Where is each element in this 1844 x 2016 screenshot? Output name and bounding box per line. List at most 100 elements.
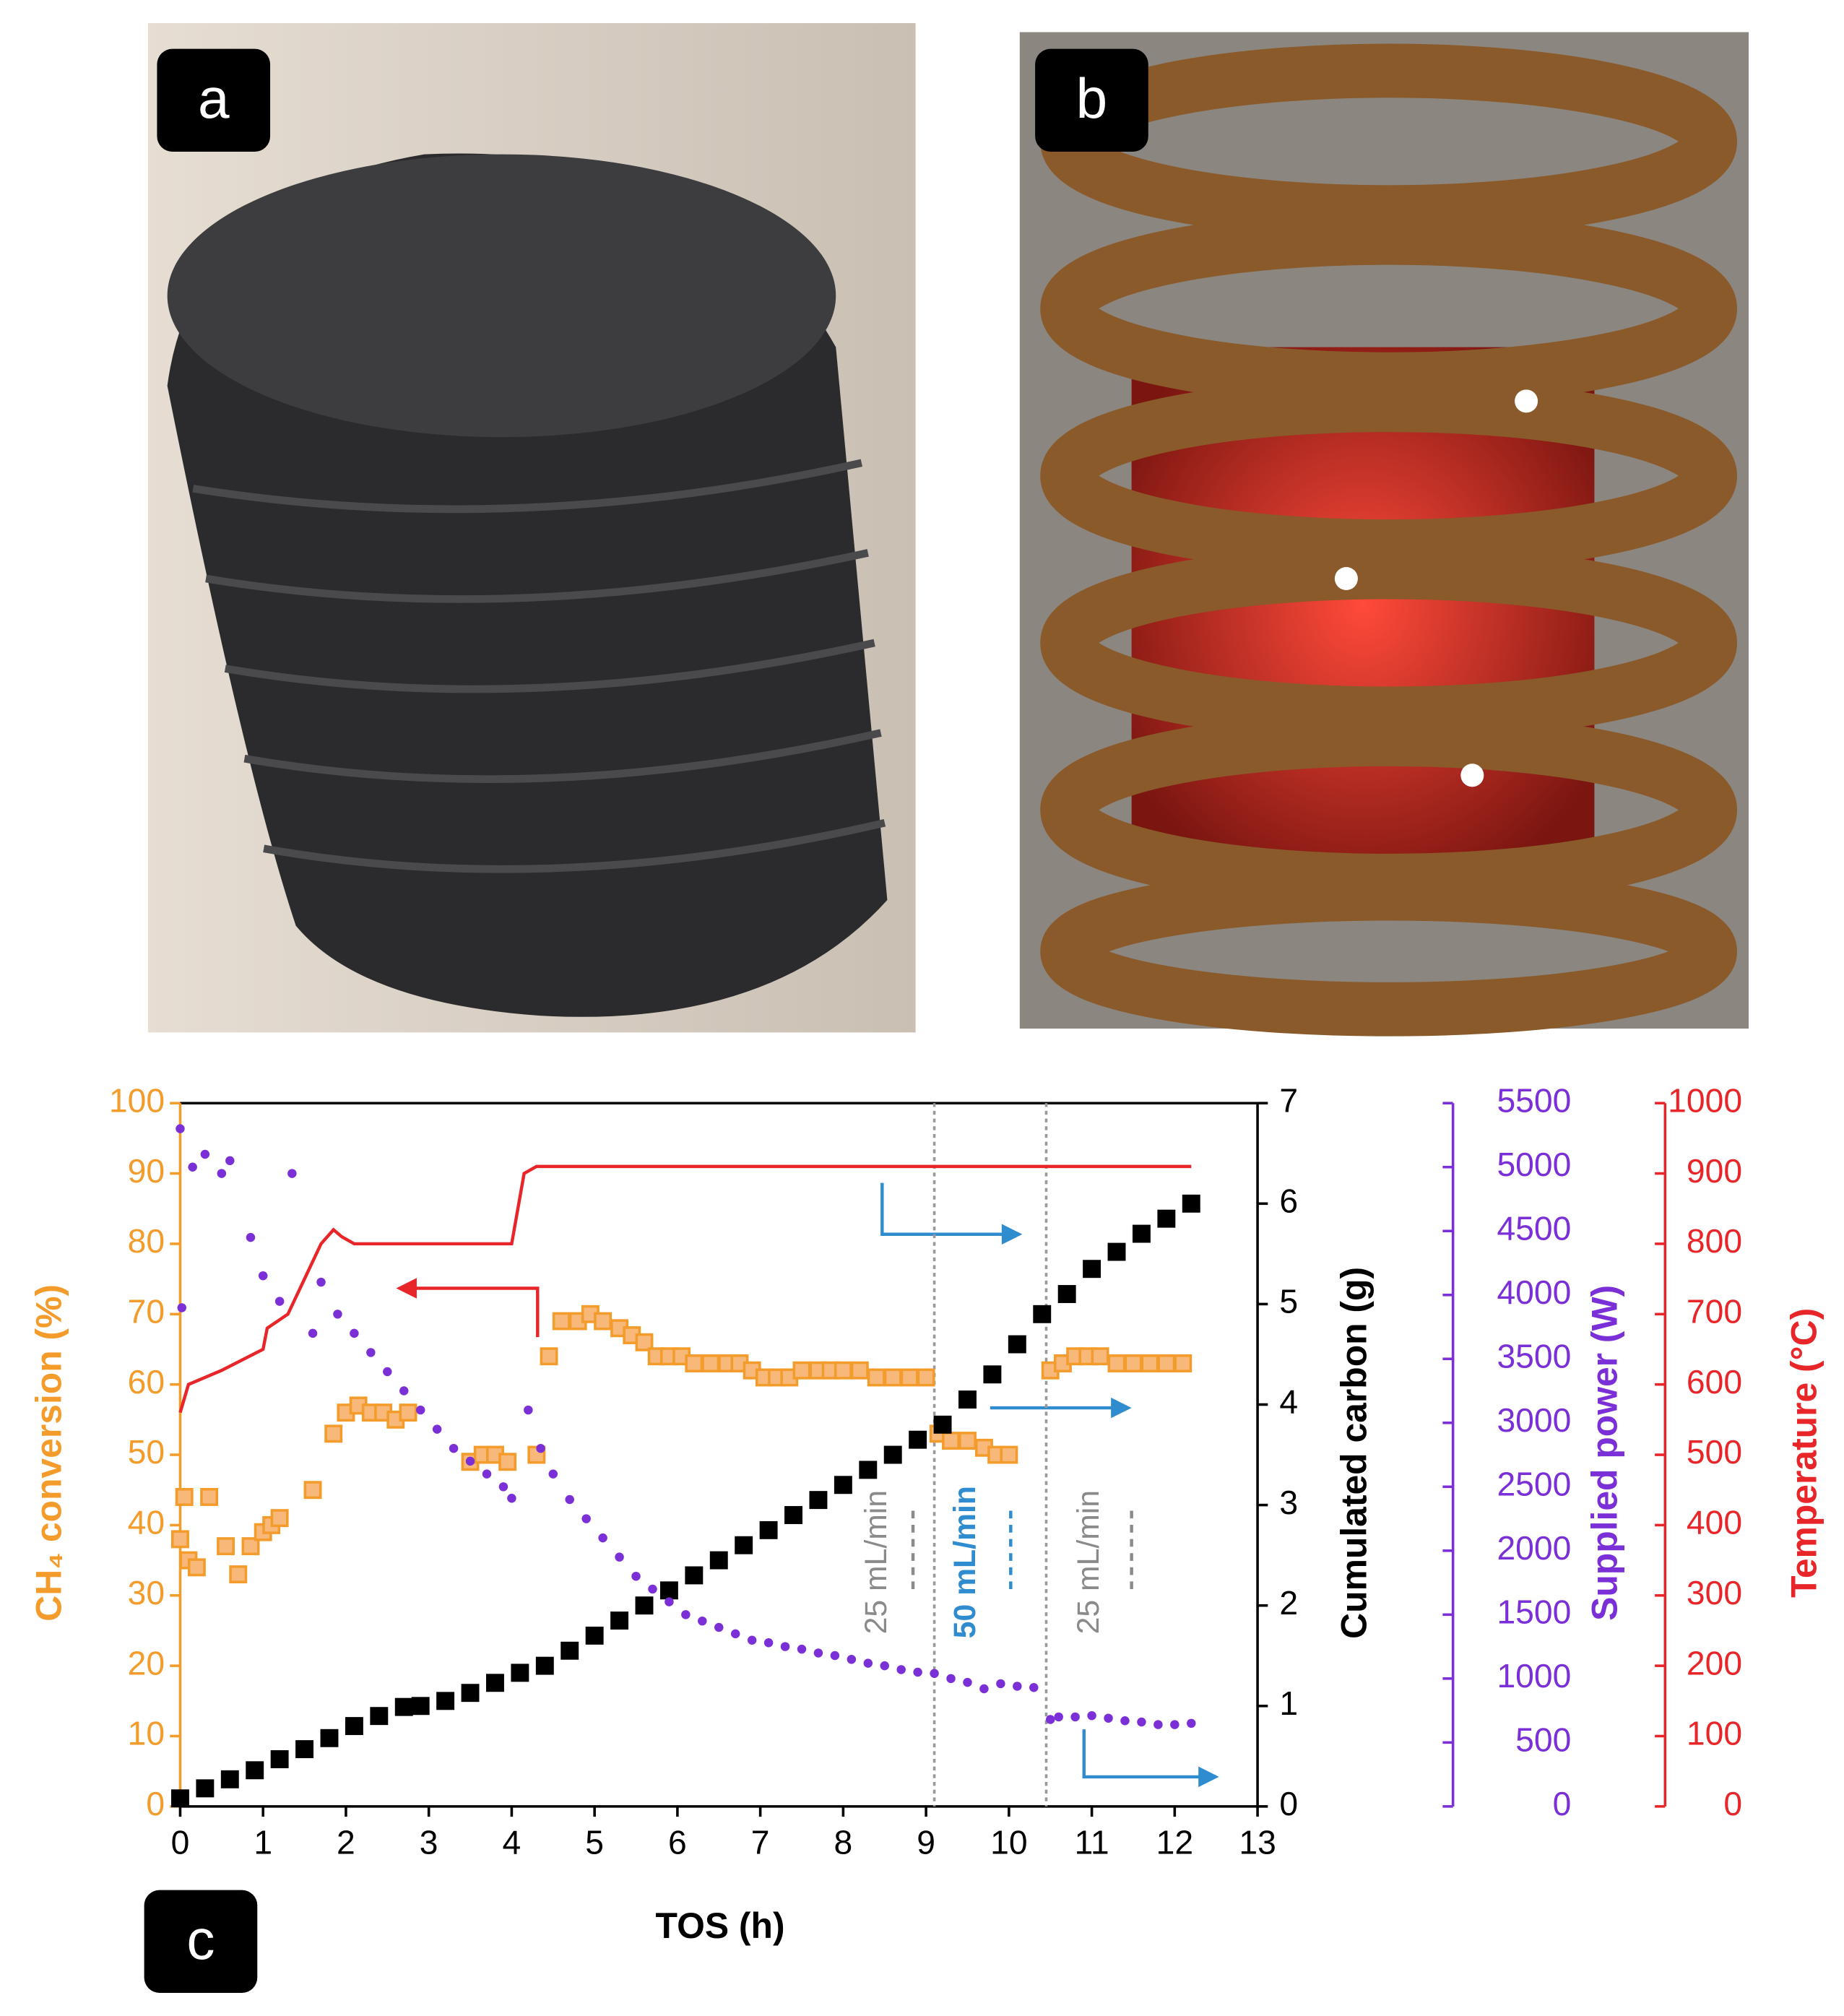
y-tick-label: 900 [1687, 1152, 1742, 1190]
marker [1140, 1354, 1159, 1372]
marker [1124, 1354, 1143, 1372]
marker [1029, 1682, 1039, 1692]
marker [449, 1443, 459, 1453]
marker [681, 1610, 691, 1619]
marker [320, 1729, 339, 1747]
marker [631, 1571, 641, 1581]
x-tick-label: 13 [1239, 1823, 1276, 1861]
marker [1091, 1347, 1109, 1366]
x-tick-label: 12 [1156, 1823, 1193, 1861]
marker [303, 1481, 322, 1500]
marker [524, 1405, 533, 1415]
marker [1174, 1354, 1192, 1372]
y-tick-label: 4000 [1497, 1273, 1571, 1311]
x-tick-label: 2 [337, 1823, 355, 1861]
y-tick-label: 40 [128, 1504, 165, 1541]
marker [175, 1487, 194, 1506]
marker [792, 1361, 811, 1380]
y-tick-label: 0 [1553, 1785, 1572, 1822]
marker [1107, 1354, 1126, 1372]
marker [847, 1655, 857, 1664]
marker [176, 1124, 185, 1133]
marker [565, 1494, 574, 1505]
marker [552, 1312, 571, 1331]
marker [287, 1169, 297, 1178]
y-axis-title: Cumulated carbon (g) [1333, 1267, 1374, 1639]
y-tick-label: 1 [1279, 1684, 1298, 1722]
marker [217, 1169, 227, 1178]
marker [917, 1368, 935, 1387]
y-axis-title: CH₄ conversion (%) [29, 1284, 69, 1622]
y-tick-label: 60 [128, 1363, 165, 1401]
marker [536, 1443, 545, 1453]
marker [747, 1635, 757, 1645]
marker [1070, 1712, 1080, 1722]
y-tick-label: 500 [1515, 1721, 1571, 1759]
marker [834, 1361, 852, 1380]
x-tick-label: 3 [420, 1823, 438, 1861]
marker [324, 1424, 343, 1443]
marker [883, 1368, 902, 1387]
marker [220, 1770, 239, 1788]
marker [170, 1789, 189, 1808]
marker [979, 1684, 989, 1694]
marker [598, 1533, 607, 1543]
marker [759, 1520, 778, 1539]
marker [1107, 1242, 1126, 1261]
y-tick-label: 300 [1687, 1574, 1742, 1611]
marker [1033, 1305, 1052, 1323]
marker [585, 1626, 604, 1645]
marker [274, 1297, 285, 1306]
marker [511, 1664, 529, 1682]
y-tick-label: 50 [128, 1433, 165, 1471]
marker [701, 1354, 720, 1372]
y-tick-label: 700 [1687, 1293, 1742, 1331]
marker [1137, 1717, 1146, 1727]
marker [830, 1651, 840, 1661]
marker [909, 1430, 927, 1449]
y-tick-label: 100 [109, 1081, 165, 1119]
marker [177, 1303, 186, 1312]
marker [1054, 1712, 1063, 1722]
marker [200, 1487, 219, 1506]
marker [1120, 1716, 1130, 1726]
marker [763, 1638, 774, 1648]
marker [196, 1779, 215, 1798]
x-tick-label: 9 [917, 1823, 935, 1861]
y-tick-label: 100 [1687, 1715, 1742, 1752]
marker [345, 1717, 363, 1736]
marker [258, 1271, 268, 1281]
marker [1045, 1715, 1055, 1724]
marker [229, 1565, 248, 1584]
marker [270, 1750, 289, 1768]
x-tick-label: 4 [503, 1823, 521, 1861]
marker [436, 1692, 455, 1710]
y-tick-label: 2 [1279, 1584, 1298, 1622]
marker [482, 1469, 492, 1479]
y-tick-label: 90 [128, 1152, 165, 1190]
y-tick-label: 10 [128, 1715, 165, 1752]
chart: c TOS (h) [144, 1102, 1258, 1993]
marker [863, 1658, 873, 1668]
marker [913, 1667, 922, 1677]
marker [170, 1530, 189, 1549]
marker [930, 1669, 939, 1678]
y-tick-label: 3000 [1497, 1401, 1571, 1439]
marker [834, 1476, 852, 1494]
marker [635, 1596, 654, 1615]
marker [535, 1656, 554, 1675]
x-tick-label: 8 [834, 1823, 853, 1861]
x-tick-label: 11 [1075, 1823, 1109, 1861]
marker [507, 1494, 516, 1503]
marker [1153, 1720, 1163, 1729]
marker [610, 1611, 629, 1630]
marker [188, 1162, 197, 1172]
marker [780, 1642, 790, 1651]
marker [594, 1312, 612, 1331]
y-tick-label: 1500 [1497, 1593, 1571, 1631]
marker [246, 1761, 264, 1780]
marker [366, 1348, 376, 1357]
marker [548, 1469, 558, 1479]
y-tick-label: 7 [1279, 1081, 1298, 1119]
x-axis-title: TOS (h) [656, 1905, 785, 1946]
